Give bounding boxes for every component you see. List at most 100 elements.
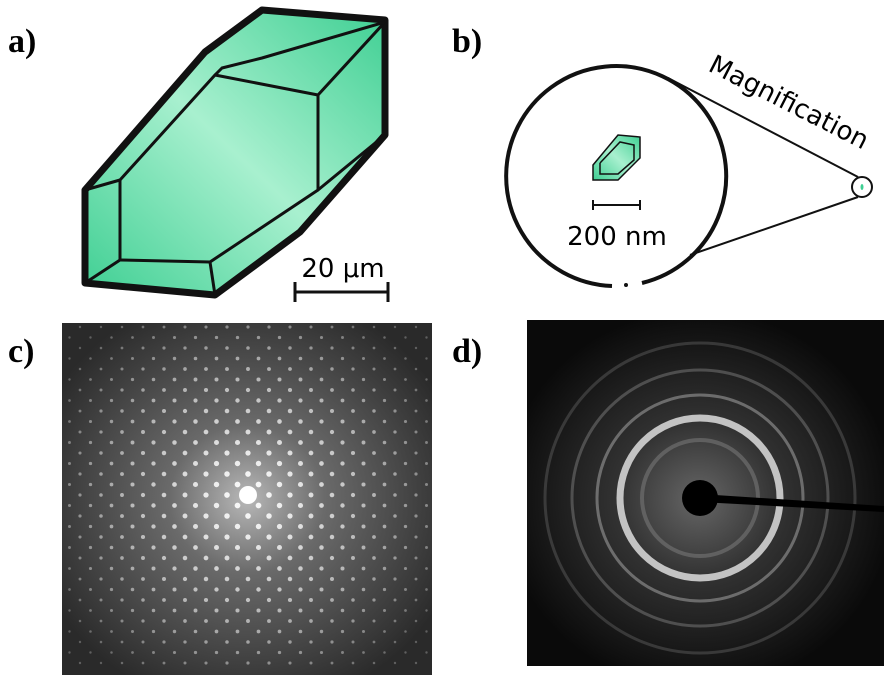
spot (309, 493, 314, 498)
spot (141, 472, 145, 476)
spot (267, 661, 270, 664)
spot (362, 630, 365, 633)
spot (415, 368, 418, 371)
spot (309, 640, 312, 643)
spot (394, 599, 397, 602)
spot (309, 346, 312, 349)
spot (415, 410, 418, 413)
spot (100, 599, 103, 602)
spot (68, 462, 71, 465)
spot (394, 641, 397, 644)
spot (78, 430, 81, 433)
spot (287, 534, 292, 539)
spot (194, 630, 198, 634)
spot (340, 545, 344, 549)
spot (193, 440, 198, 445)
spot (89, 462, 92, 465)
spot (415, 641, 417, 643)
spot (89, 546, 92, 549)
spot (299, 651, 302, 654)
spot (99, 451, 102, 454)
spot (110, 378, 113, 381)
spot (172, 398, 176, 402)
spot (383, 357, 386, 360)
spot (298, 503, 303, 508)
spot (214, 461, 219, 466)
spot (68, 546, 71, 549)
spot (172, 587, 176, 591)
spot (225, 640, 229, 644)
spot (162, 430, 166, 434)
spot (256, 566, 261, 571)
spot (245, 471, 251, 477)
spot (277, 461, 282, 466)
spot (267, 325, 270, 328)
spot (331, 662, 334, 665)
spot (414, 535, 417, 538)
spot (79, 347, 81, 349)
spot (362, 651, 365, 654)
spot (309, 619, 313, 623)
spot (267, 619, 271, 623)
spot (320, 378, 324, 382)
spot (68, 378, 70, 380)
spot (425, 399, 428, 402)
spot (393, 514, 397, 518)
spot (299, 357, 303, 361)
spot (78, 493, 81, 496)
spot (340, 419, 344, 423)
spot (320, 630, 323, 633)
spot (267, 640, 271, 644)
spot (414, 556, 417, 559)
spot (224, 534, 229, 539)
spot (110, 567, 113, 570)
spot (78, 451, 81, 454)
spot (163, 662, 166, 665)
spot (383, 630, 386, 633)
spot (172, 524, 177, 529)
scale-label: 20 μm (301, 254, 384, 284)
spot (110, 588, 113, 591)
spot (142, 347, 145, 350)
spot (319, 587, 323, 591)
spot (172, 419, 176, 423)
spot (351, 577, 355, 581)
spot (309, 451, 314, 456)
spot (99, 493, 103, 497)
spot (100, 662, 102, 664)
spot (172, 503, 177, 508)
spot (183, 598, 187, 602)
spot (193, 398, 197, 402)
spot (404, 651, 406, 653)
spot (277, 503, 282, 508)
spot (203, 450, 208, 455)
spot (277, 524, 282, 529)
spot (246, 325, 249, 328)
spot (330, 598, 334, 602)
spot (79, 620, 82, 623)
spot (414, 451, 417, 454)
spot (130, 482, 134, 486)
spot (266, 513, 272, 519)
spot (194, 609, 198, 613)
spot (372, 493, 376, 497)
spot (246, 640, 250, 644)
spot (131, 630, 134, 633)
spot (277, 608, 281, 612)
spot (130, 503, 134, 507)
spot (78, 514, 81, 517)
spot (163, 326, 166, 329)
spot (89, 651, 91, 653)
spot (298, 587, 302, 591)
spot (89, 336, 91, 338)
spot (224, 492, 230, 498)
spot (110, 441, 114, 445)
spot (131, 420, 135, 424)
spot (394, 347, 397, 350)
spot (225, 388, 229, 392)
spot (172, 545, 176, 549)
spot (404, 336, 406, 338)
spot (266, 534, 271, 539)
spot (341, 378, 345, 382)
spot (351, 598, 355, 602)
